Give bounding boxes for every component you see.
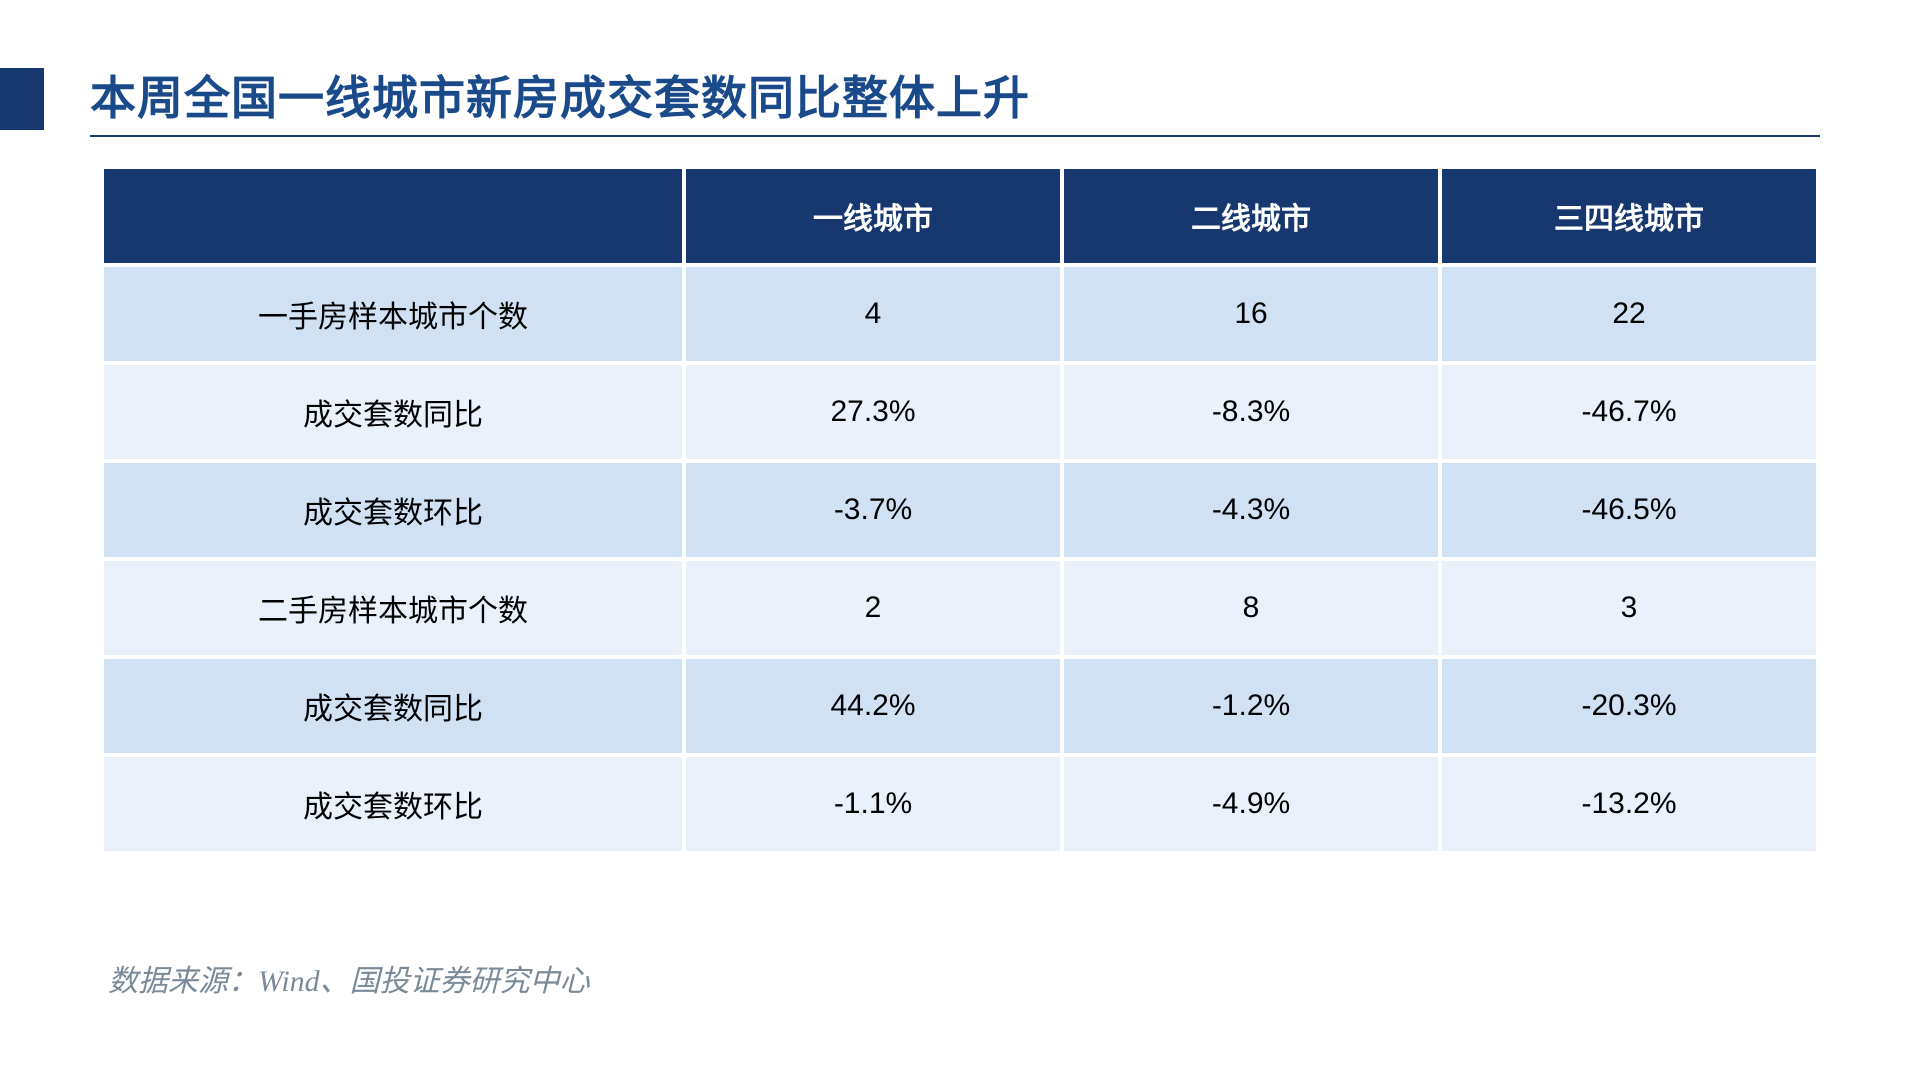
- source-note: 数据来源：Wind、国投证券研究中心: [108, 956, 590, 1000]
- cell-value: 16: [1064, 267, 1438, 361]
- row-label: 二手房样本城市个数: [104, 561, 682, 655]
- data-table-container: 一线城市 二线城市 三四线城市 一手房样本城市个数 4 16 22 成交套数同比…: [100, 165, 1820, 855]
- cell-value: -3.7%: [686, 463, 1060, 557]
- cell-value: -1.1%: [686, 757, 1060, 851]
- cell-value: -20.3%: [1442, 659, 1816, 753]
- row-label: 成交套数同比: [104, 365, 682, 459]
- row-label: 一手房样本城市个数: [104, 267, 682, 361]
- table-row: 二手房样本城市个数 2 8 3: [104, 561, 1816, 655]
- cell-value: -46.7%: [1442, 365, 1816, 459]
- table-row: 成交套数环比 -1.1% -4.9% -13.2%: [104, 757, 1816, 851]
- cell-value: 27.3%: [686, 365, 1060, 459]
- table-header-blank: [104, 169, 682, 263]
- cell-value: -8.3%: [1064, 365, 1438, 459]
- page-title: 本周全国一线城市新房成交套数同比整体上升: [90, 62, 1030, 128]
- cell-value: 22: [1442, 267, 1816, 361]
- cell-value: 3: [1442, 561, 1816, 655]
- table-header-col1: 一线城市: [686, 169, 1060, 263]
- cell-value: -46.5%: [1442, 463, 1816, 557]
- cell-value: -4.3%: [1064, 463, 1438, 557]
- table-row: 一手房样本城市个数 4 16 22: [104, 267, 1816, 361]
- table-header-row: 一线城市 二线城市 三四线城市: [104, 169, 1816, 263]
- cell-value: 8: [1064, 561, 1438, 655]
- title-underline: [90, 135, 1820, 137]
- cell-value: 4: [686, 267, 1060, 361]
- cell-value: -4.9%: [1064, 757, 1438, 851]
- table-header-col3: 三四线城市: [1442, 169, 1816, 263]
- cell-value: -13.2%: [1442, 757, 1816, 851]
- title-accent-bar: [0, 68, 44, 130]
- table-row: 成交套数环比 -3.7% -4.3% -46.5%: [104, 463, 1816, 557]
- cell-value: 2: [686, 561, 1060, 655]
- table-row: 成交套数同比 27.3% -8.3% -46.7%: [104, 365, 1816, 459]
- table-header-col2: 二线城市: [1064, 169, 1438, 263]
- table-row: 成交套数同比 44.2% -1.2% -20.3%: [104, 659, 1816, 753]
- row-label: 成交套数环比: [104, 463, 682, 557]
- cell-value: 44.2%: [686, 659, 1060, 753]
- data-table: 一线城市 二线城市 三四线城市 一手房样本城市个数 4 16 22 成交套数同比…: [100, 165, 1820, 855]
- row-label: 成交套数同比: [104, 659, 682, 753]
- cell-value: -1.2%: [1064, 659, 1438, 753]
- row-label: 成交套数环比: [104, 757, 682, 851]
